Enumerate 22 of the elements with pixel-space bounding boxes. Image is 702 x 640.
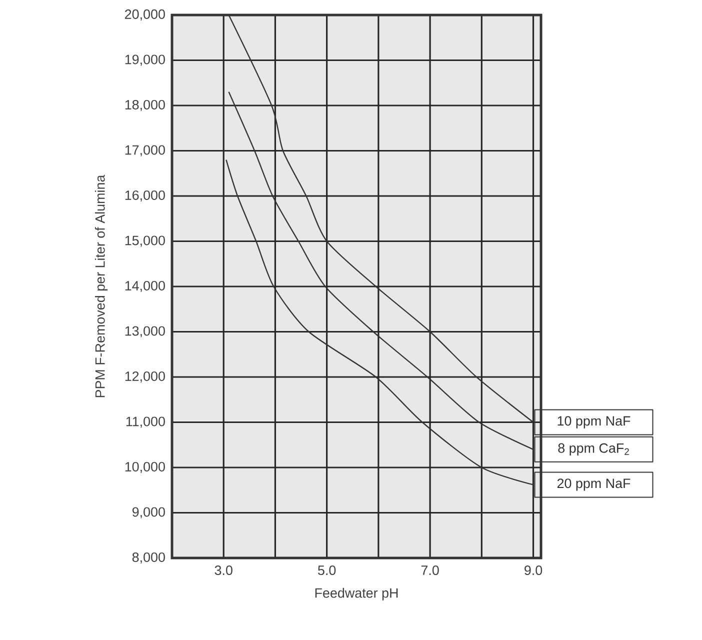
y-tick-label: 17,000	[125, 145, 165, 156]
y-tick-label: 12,000	[125, 371, 165, 383]
y-tick-label: 8,000	[132, 552, 165, 564]
x-tick-label: 3.0	[214, 566, 232, 576]
series-label: 8 ppm CaF$_{2}$	[558, 443, 629, 456]
y-tick-label: 18,000	[125, 100, 165, 112]
series-label: 10 ppm NaF	[558, 416, 630, 428]
y-tick-label: 14,000	[125, 280, 165, 292]
y-tick-label: 19,000	[125, 54, 165, 66]
x-tick-label: 9.0	[524, 566, 542, 576]
y-tick-label: 13,000	[125, 326, 165, 338]
y-tick-label: 10,000	[125, 462, 165, 474]
y-axis-title: PPM F-Removed per Liter of Alumina	[94, 174, 108, 398]
x-axis-title: Feedwater pH	[315, 588, 398, 600]
series-label: 20 ppm NaF	[557, 478, 630, 491]
x-tick-label: 7.0	[421, 566, 439, 576]
x-tick-label: 5.0	[318, 566, 336, 576]
y-tick-label: 9,000	[132, 507, 165, 518]
y-tick-label: 11,000	[126, 416, 165, 428]
y-tick-label: 15,000	[125, 236, 165, 247]
y-tick-label: 16,000	[125, 190, 165, 202]
y-tick-label: 20,000	[125, 9, 165, 21]
